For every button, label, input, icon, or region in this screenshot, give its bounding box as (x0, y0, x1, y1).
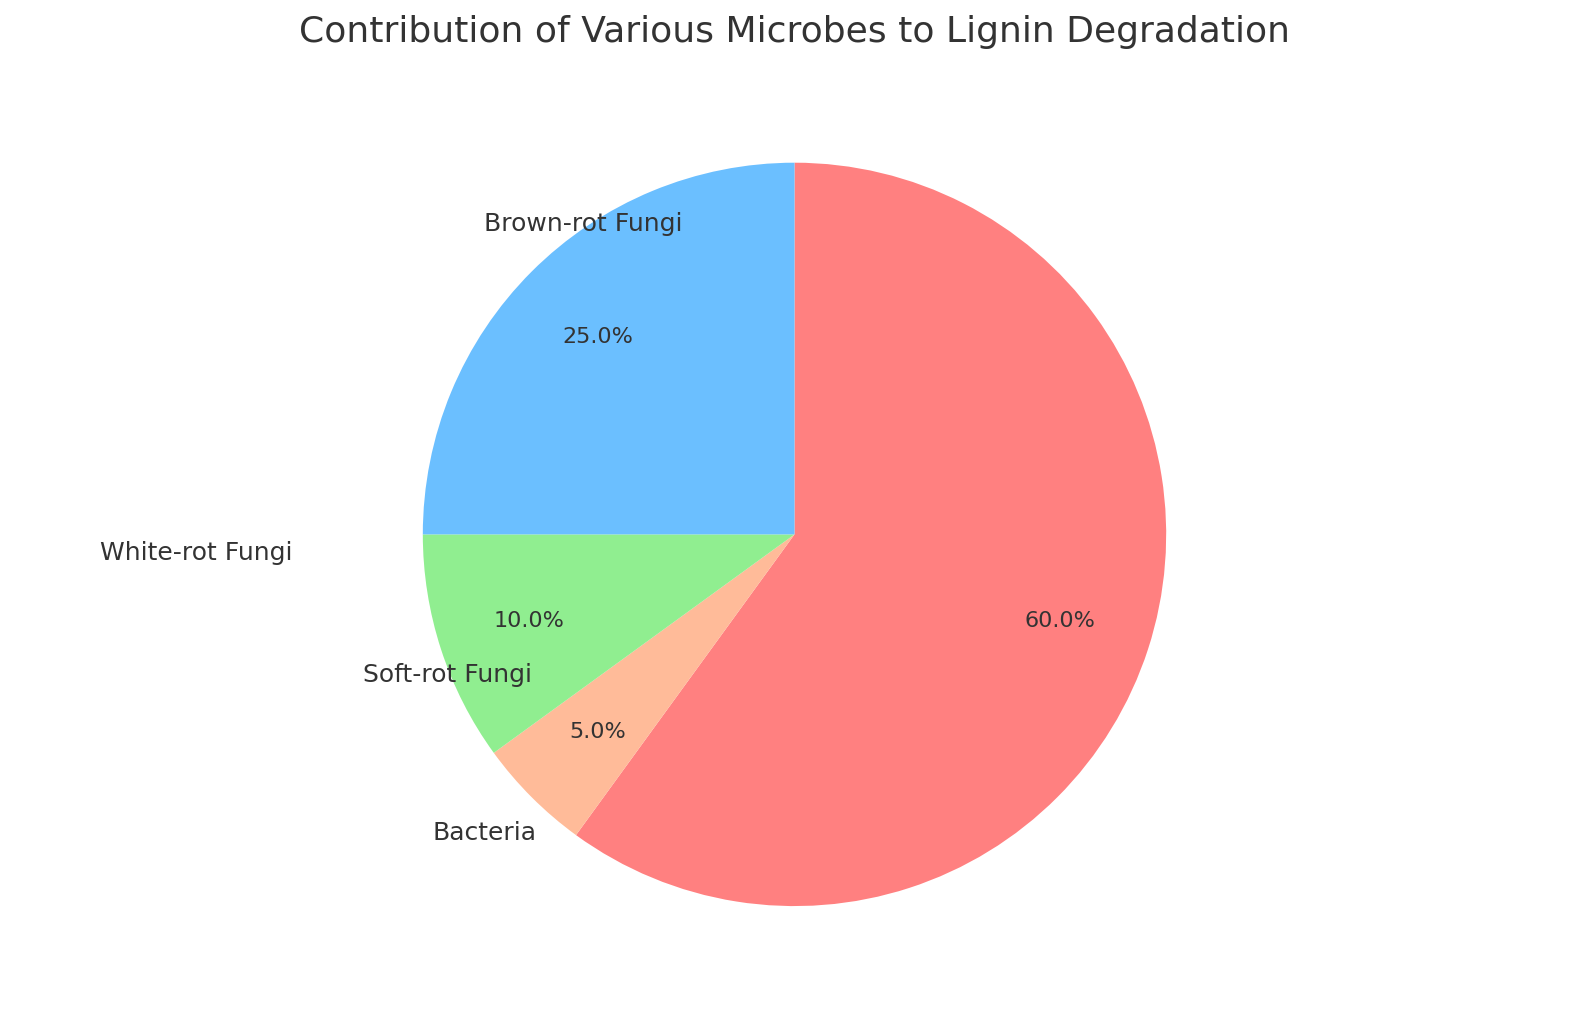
Text: 5.0%: 5.0% (569, 722, 626, 741)
Wedge shape (494, 534, 794, 836)
Wedge shape (423, 162, 794, 534)
Text: Bacteria: Bacteria (432, 820, 537, 845)
Wedge shape (577, 162, 1166, 907)
Text: 25.0%: 25.0% (563, 328, 632, 347)
Text: 10.0%: 10.0% (494, 610, 564, 631)
Text: 60.0%: 60.0% (1025, 610, 1095, 631)
Text: Soft-rot Fungi: Soft-rot Fungi (364, 662, 532, 686)
Text: White-rot Fungi: White-rot Fungi (100, 541, 292, 565)
Title: Contribution of Various Microbes to Lignin Degradation: Contribution of Various Microbes to Lign… (299, 15, 1290, 49)
Text: Brown-rot Fungi: Brown-rot Fungi (485, 212, 683, 236)
Wedge shape (423, 534, 794, 752)
